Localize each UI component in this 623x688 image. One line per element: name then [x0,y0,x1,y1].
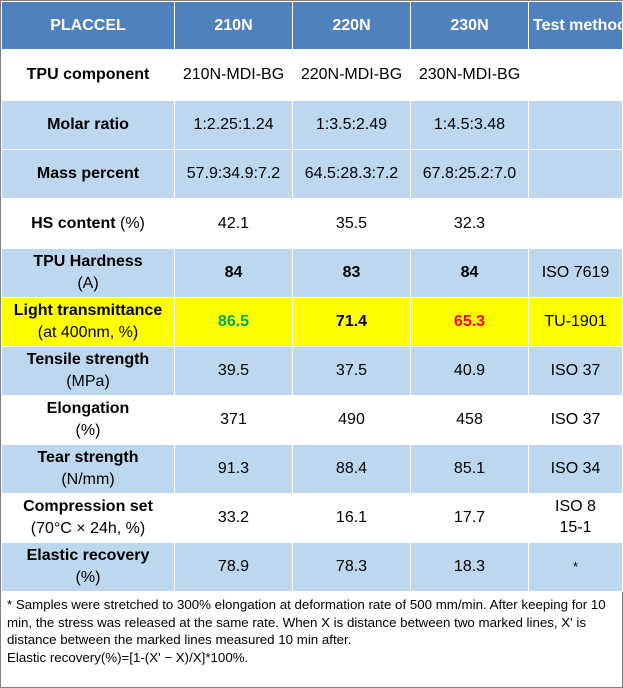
row-label-molar-ratio: Molar ratio [1,100,175,150]
row-label-text: Light transmittance [13,302,163,320]
cell-220n: 220N-MDI-BG [292,49,411,101]
cell-method: ISO 37 [528,346,623,396]
cell-method [528,198,623,249]
cell-210n: 371 [174,395,293,445]
cell-method: * [528,542,623,592]
row-label-unit: (70°C × 24h, %) [30,520,146,537]
cell-210n: 1:2.25:1.24 [174,100,293,150]
row-label-unit: (%) [120,214,145,232]
cell-220n: 71.4 [292,297,411,347]
table-row: TPU component 210N-MDI-BG 220N-MDI-BG 23… [1,49,623,101]
table-row: Elongation (%) 371 490 458 ISO 37 [1,395,623,445]
table-row: HS content (%) 42.1 35.5 32.3 [1,198,623,249]
cell-230n: 18.3 [410,542,529,592]
cell-220n: 16.1 [292,493,411,543]
cell-230n: 40.9 [410,346,529,396]
row-label-unit: (%) [75,569,101,586]
cell-method: ISO 7619 [528,248,623,298]
row-label-elongation: Elongation (%) [1,395,175,445]
footnote: * Samples were stretched to 300% elongat… [7,596,619,667]
header-230n: 230N [410,1,529,50]
cell-method: ISO 34 [528,444,623,494]
row-label-compression-set: Compression set (70°C × 24h, %) [1,493,175,543]
header-placcel: PLACCEL [1,1,175,50]
table-row: Tear strength (N/mm) 91.3 88.4 85.1 ISO 3… [1,444,623,494]
row-label-text: Tensile strength [26,351,150,369]
row-label-unit: (N/mm) [61,471,115,488]
cell-230n: 85.1 [410,444,529,494]
cell-230n: 458 [410,395,529,445]
row-label-text: TPU Hardness [33,253,143,271]
cell-210n: 33.2 [174,493,293,543]
cell-220n: 64.5:28.3:7.2 [292,149,411,199]
cell-method [528,100,623,150]
table-row-highlighted: Light transmittance (at 400nm, %) 86.5 71… [1,297,623,347]
table-row: Elastic recovery (%) 78.9 78.3 18.3 * [1,542,623,592]
row-label-text: HS content [31,214,116,232]
cell-210n: 42.1 [174,198,293,249]
cell-230n: 32.3 [410,198,529,249]
cell-method [528,49,623,101]
row-label-text: Tear strength [37,449,139,467]
table-row: Tensile strength (MPa) 39.5 37.5 40.9 ISO… [1,346,623,396]
row-label-elastic-recovery: Elastic recovery (%) [1,542,175,592]
header-220n: 220N [292,1,411,50]
cell-220n: 37.5 [292,346,411,396]
row-label-light-transmittance: Light transmittance (at 400nm, %) [1,297,175,347]
cell-210n: 78.9 [174,542,293,592]
cell-method: TU-1901 [528,297,623,347]
row-label-unit: (at 400nm, %) [37,324,139,341]
row-label-hs-content: HS content (%) [1,198,175,249]
row-label-text: Compression set [23,498,153,516]
footnote-text: * Samples were stretched to 300% elongat… [7,597,606,648]
cell-230n: 230N-MDI-BG [410,49,529,101]
table-row: Mass percent 57.9:34.9:7.2 64.5:28.3:7.2… [1,149,623,199]
cell-210n: 210N-MDI-BG [174,49,293,101]
cell-220n: 88.4 [292,444,411,494]
header-row: PLACCEL 210N 220N 230N Test method [1,1,623,50]
cell-230n: 65.3 [410,297,529,347]
header-test-method: Test method [528,1,623,50]
row-label-unit: (%) [75,422,101,439]
row-label-text: Elastic recovery [26,547,150,565]
table-row: Molar ratio 1:2.25:1.24 1:3.5:2.49 1:4.5… [1,100,623,150]
cell-230n: 1:4.5:3.48 [410,100,529,150]
cell-method: ISO 37 [528,395,623,445]
cell-210n: 57.9:34.9:7.2 [174,149,293,199]
cell-210n: 84 [174,248,293,298]
footnote-formula: Elastic recovery(%)=[1-(X' − X)/X]*100%. [7,650,249,666]
cell-method: ISO 8 15-1 [528,493,623,543]
row-label-tpu-component: TPU component [1,49,175,101]
row-label-tensile-strength: Tensile strength (MPa) [1,346,175,396]
cell-220n: 35.5 [292,198,411,249]
cell-210n: 86.5 [174,297,293,347]
row-label-unit: (MPa) [66,373,110,390]
cell-210n: 39.5 [174,346,293,396]
cell-230n: 67.8:25.2:7.0 [410,149,529,199]
cell-method [528,149,623,199]
properties-table: PLACCEL 210N 220N 230N Test method TPU c… [1,1,623,592]
cell-230n: 84 [410,248,529,298]
row-label-mass-percent: Mass percent [1,149,175,199]
cell-220n: 490 [292,395,411,445]
table-row: TPU Hardness (A) 84 83 84 ISO 7619 [1,248,623,298]
row-label-tpu-hardness: TPU Hardness (A) [1,248,175,298]
cell-230n: 17.7 [410,493,529,543]
cell-220n: 83 [292,248,411,298]
table-row: Compression set (70°C × 24h, %) 33.2 16.1… [1,493,623,543]
row-label-tear-strength: Tear strength (N/mm) [1,444,175,494]
cell-210n: 91.3 [174,444,293,494]
cell-220n: 78.3 [292,542,411,592]
row-label-text: Elongation [46,400,130,418]
cell-220n: 1:3.5:2.49 [292,100,411,150]
header-210n: 210N [174,1,293,50]
row-label-unit: (A) [77,275,99,292]
